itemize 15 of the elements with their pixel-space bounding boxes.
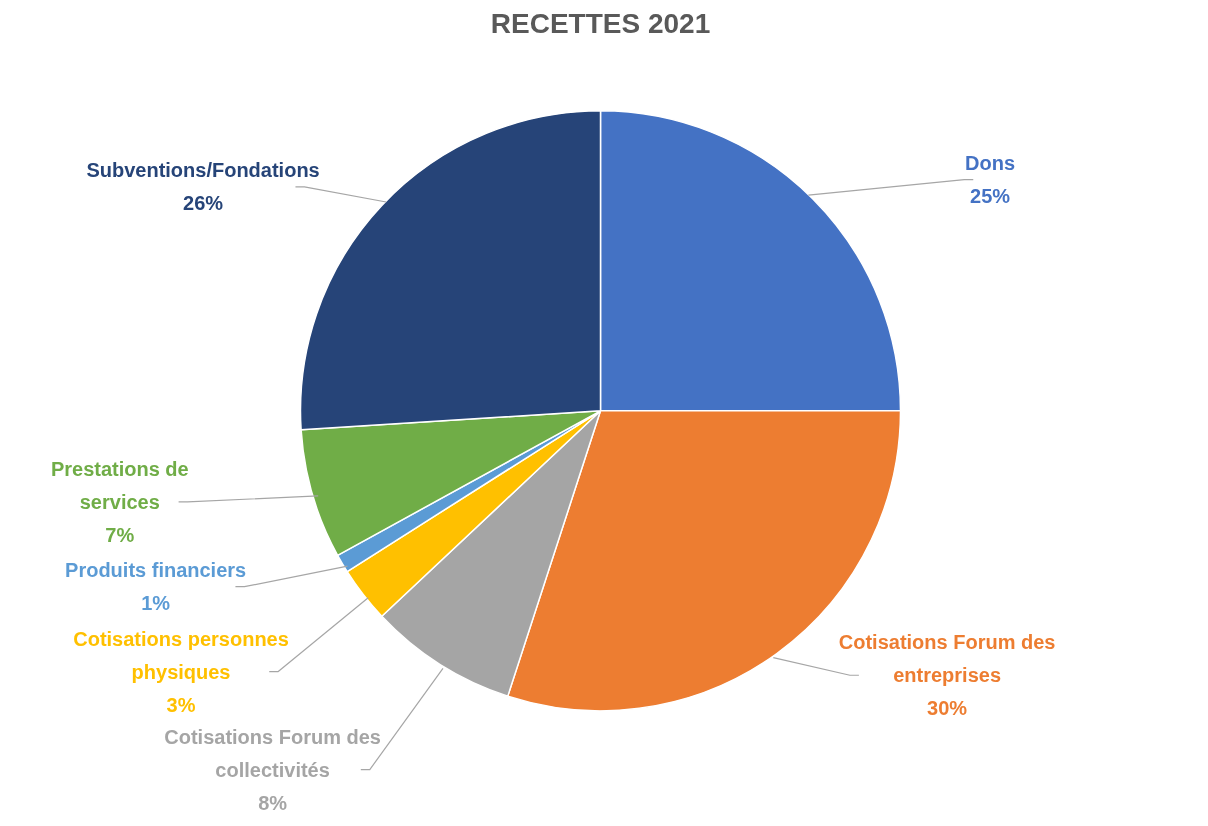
slice-label: Cotisations personnes physiques — [73, 627, 289, 683]
slice-label: Cotisations Forum des entreprises — [838, 631, 1056, 687]
slice-label: Prestations de services — [50, 457, 189, 513]
slice-label: Subventions/Fondations — [86, 159, 320, 182]
data-label: 25% — [970, 185, 1011, 208]
slice-label: Dons — [965, 152, 1016, 175]
slice-label: Produits financiers — [65, 559, 247, 582]
data-label: 7% — [105, 523, 135, 546]
data-label: 1% — [141, 592, 171, 615]
data-label: 3% — [166, 693, 196, 716]
data-label: 30% — [927, 697, 968, 720]
data-label: 26% — [183, 192, 224, 215]
chart-title: RECETTES 2021 — [490, 7, 711, 39]
data-label: 8% — [258, 791, 288, 814]
slice-label: Cotisations Forum des collectivités — [164, 725, 381, 781]
